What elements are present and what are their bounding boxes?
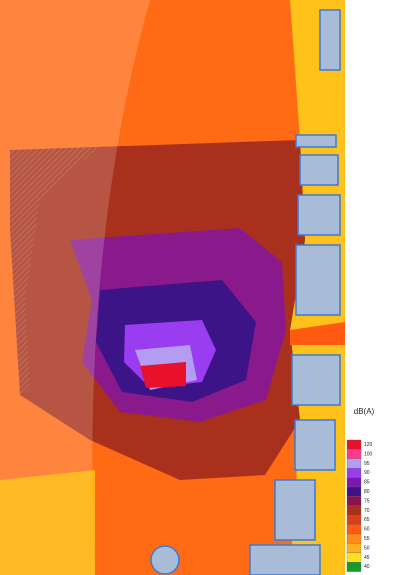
buildings — [150, 9, 341, 575]
map-area — [0, 0, 345, 575]
legend-label: 50 — [364, 545, 370, 551]
building — [274, 479, 316, 541]
legend-swatch — [346, 533, 362, 544]
building — [297, 194, 341, 236]
legend-label: 75 — [364, 498, 370, 504]
legend-label: 100 — [364, 451, 373, 457]
legend-label: 120 — [364, 442, 373, 448]
legend-label: 55 — [364, 536, 370, 542]
legend-label: 80 — [364, 489, 370, 495]
building — [295, 244, 341, 316]
legend-swatch — [346, 524, 362, 535]
legend-label: 40 — [364, 564, 370, 570]
zone-100 — [140, 362, 186, 388]
legend-swatch — [346, 477, 362, 488]
building — [291, 354, 341, 406]
hatched-zone — [10, 145, 100, 395]
building — [295, 134, 337, 148]
legend-label: 45 — [364, 555, 370, 561]
legend-label: 95 — [364, 461, 370, 467]
building — [150, 545, 180, 575]
legend-swatch — [346, 458, 362, 469]
building — [299, 154, 339, 186]
building — [319, 9, 341, 71]
legend-swatch — [346, 505, 362, 516]
legend-swatch — [346, 515, 362, 525]
legend-swatch — [346, 543, 362, 553]
building — [294, 419, 336, 471]
legend-swatch — [346, 562, 362, 572]
legend-swatch — [346, 439, 362, 450]
legend-label: 90 — [364, 470, 370, 476]
legend: 120 100 95 90 85 80 75 70 65 60 55 50 45 40 — [346, 439, 373, 572]
building — [249, 544, 321, 575]
overlay-zone — [0, 0, 150, 575]
legend-label: 60 — [364, 527, 370, 533]
legend-label: 85 — [364, 480, 370, 486]
legend-swatch — [346, 449, 362, 459]
legend-label: 65 — [364, 517, 370, 523]
road — [290, 322, 345, 345]
zone-50-sw — [0, 470, 95, 575]
legend-swatch — [346, 468, 362, 478]
legend-title: dB(A) — [354, 407, 375, 416]
legend-swatch — [346, 496, 362, 506]
legend-swatch — [346, 486, 362, 497]
legend-label: 70 — [364, 508, 370, 514]
legend-swatch — [346, 552, 362, 563]
